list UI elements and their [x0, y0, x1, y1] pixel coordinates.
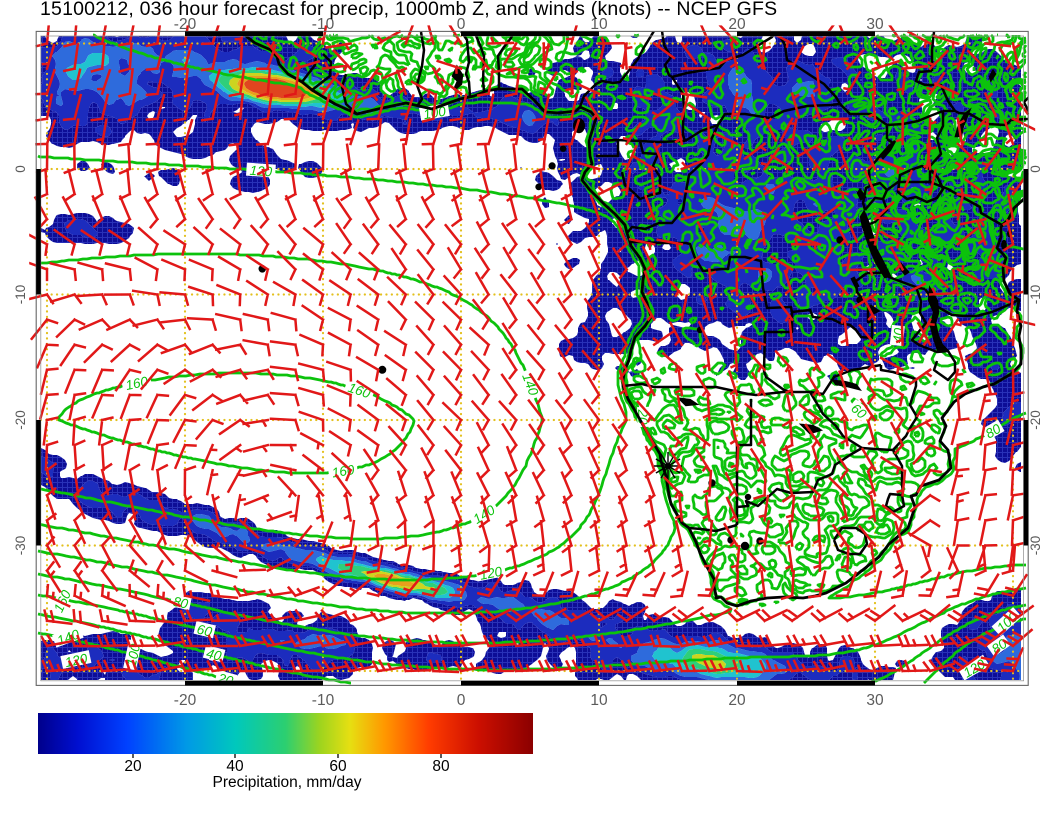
svg-text:-30: -30	[13, 536, 28, 556]
svg-text:80: 80	[172, 594, 190, 612]
svg-text:30: 30	[866, 692, 884, 709]
svg-text:20: 20	[728, 16, 746, 33]
svg-text:-10: -10	[1028, 285, 1043, 305]
svg-text:20: 20	[124, 758, 142, 775]
svg-text:10: 10	[590, 692, 608, 709]
svg-text:40: 40	[205, 646, 224, 664]
svg-text:40: 40	[226, 758, 244, 775]
svg-text:Precipitation, mm/day: Precipitation, mm/day	[212, 774, 361, 791]
svg-text:80: 80	[432, 758, 450, 775]
svg-text:-10: -10	[13, 285, 28, 305]
svg-text:0: 0	[457, 692, 466, 709]
svg-text:80: 80	[983, 421, 1004, 442]
svg-text:20: 20	[728, 692, 746, 709]
svg-text:-30: -30	[1028, 536, 1043, 556]
svg-text:20: 20	[215, 670, 235, 689]
svg-text:160: 160	[346, 380, 373, 402]
svg-text:-20: -20	[174, 692, 197, 709]
svg-text:0: 0	[13, 165, 28, 173]
svg-text:-20: -20	[174, 16, 197, 33]
svg-text:-10: -10	[312, 692, 335, 709]
svg-text:60: 60	[329, 758, 347, 775]
svg-text:-10: -10	[312, 16, 335, 33]
svg-text:120: 120	[478, 564, 503, 583]
svg-text:30: 30	[866, 16, 884, 33]
svg-text:-20: -20	[1028, 410, 1043, 430]
svg-text:0: 0	[457, 16, 466, 33]
svg-text:0: 0	[1028, 165, 1043, 173]
svg-text:15100212, 036 hour forecast fo: 15100212, 036 hour forecast for precip, …	[40, 0, 777, 20]
svg-text:-20: -20	[13, 410, 28, 430]
svg-text:10: 10	[590, 16, 608, 33]
